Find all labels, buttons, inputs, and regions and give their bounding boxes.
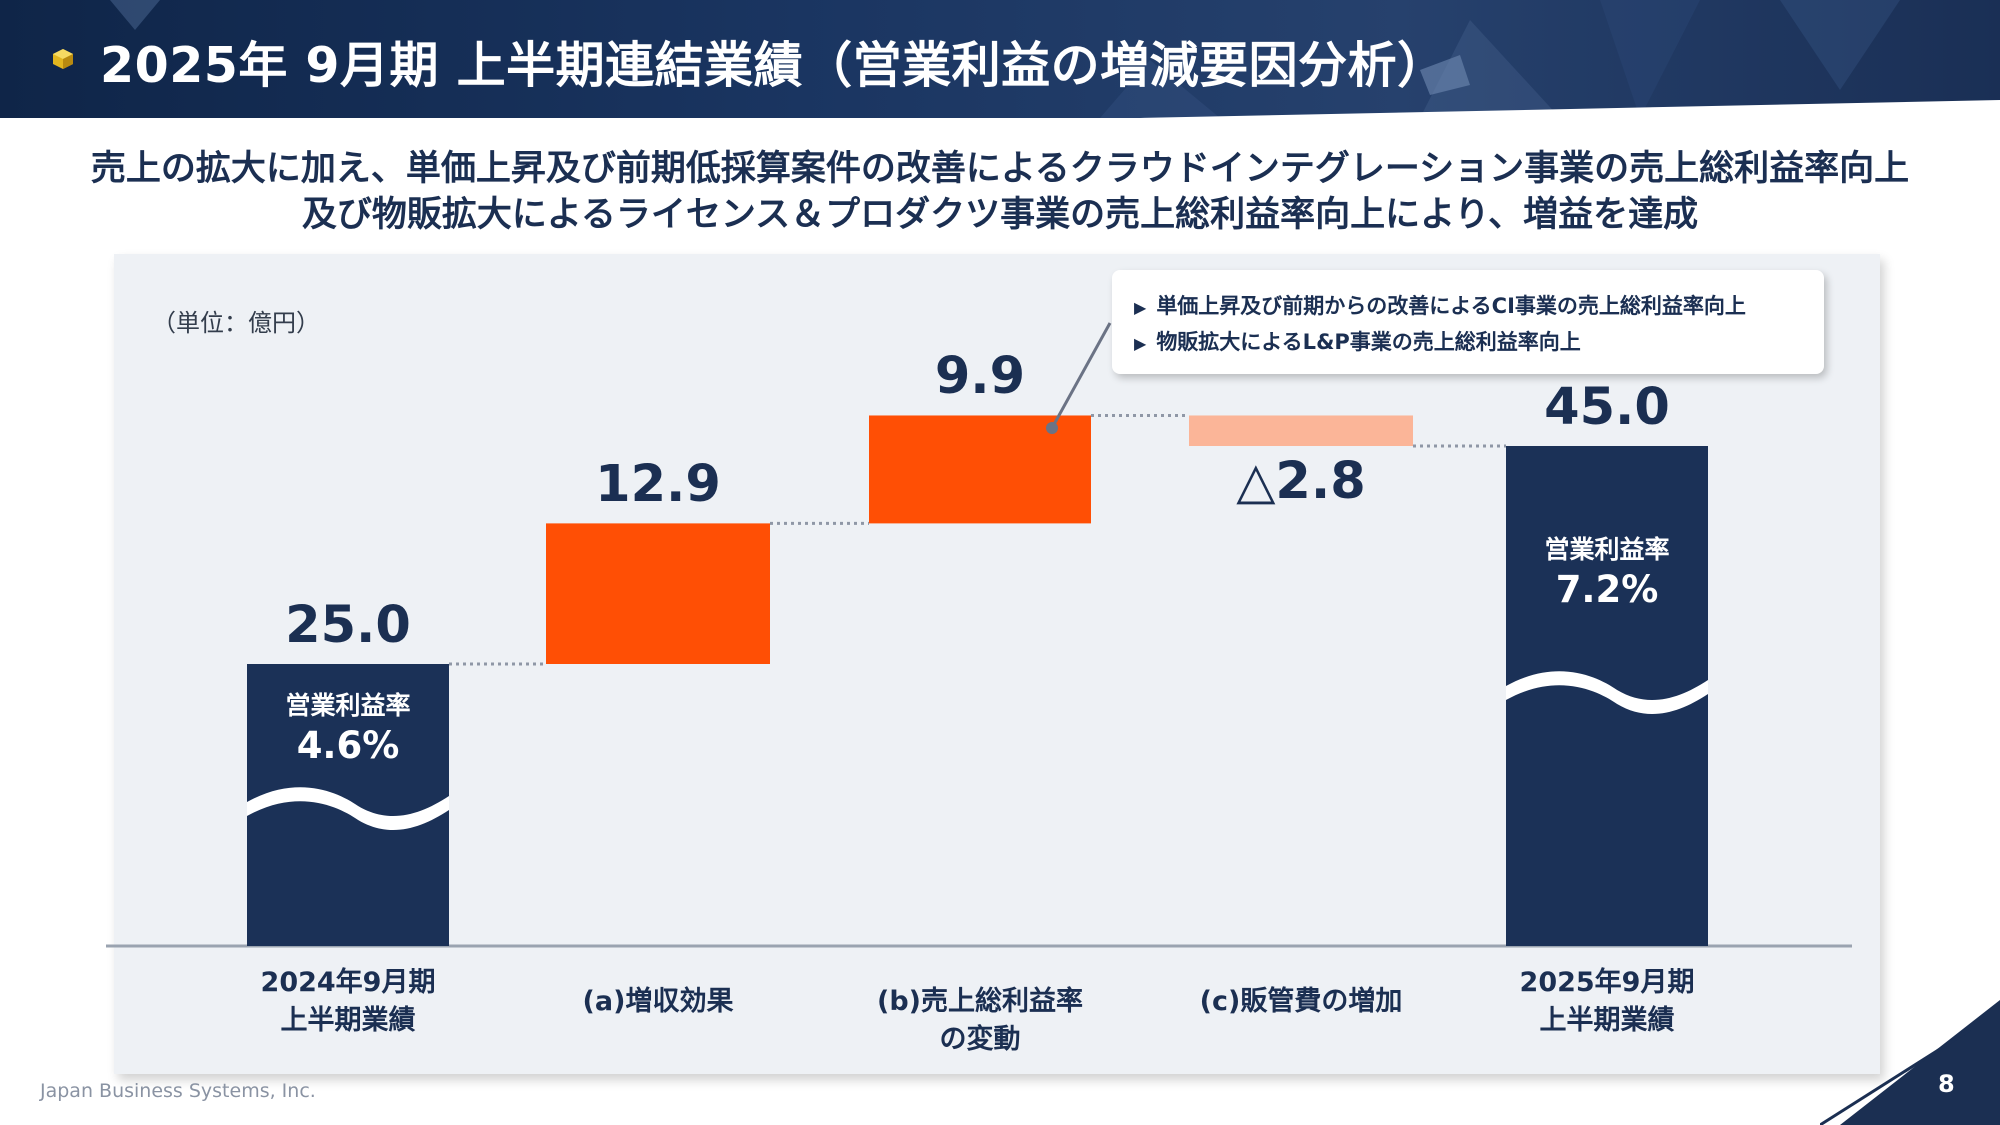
- callout-item: ▶ 単価上昇及び前期からの改善によるCI事業の売上総利益率向上: [1134, 294, 1746, 318]
- data-label-a: 12.9: [595, 455, 721, 515]
- bar-increase-b: [869, 415, 1091, 524]
- callout-box: ▶ 単価上昇及び前期からの改善によるCI事業の売上総利益率向上 ▶ 物販拡大によるL…: [1112, 270, 1824, 374]
- company-name: Japan Business Systems, Inc.: [40, 1080, 316, 1102]
- callout-bullet-icon: ▶: [1134, 298, 1147, 317]
- start-margin-value: 4.6%: [296, 724, 400, 767]
- header-band: 2025年 9月期 上半期連結業績（営業利益の増減要因分析）: [0, 0, 2000, 118]
- callout-bullet-icon: ▶: [1134, 334, 1147, 353]
- data-label-c: △2.8: [1236, 452, 1366, 511]
- headline: 売上の拡大に加え、単価上昇及び前期低採算案件の改善によるクラウドインテグレーショ…: [0, 146, 2000, 238]
- end-margin-caption: 営業利益率: [1544, 535, 1670, 564]
- callout-leader-line: [1050, 322, 1112, 429]
- callout-leader-dot: [1046, 422, 1058, 434]
- axis-break-wave: [1506, 671, 1708, 715]
- x-tick-label-a: (a)増収効果: [582, 986, 734, 1017]
- data-label-start: 25.0: [285, 596, 411, 655]
- axis-break-wave: [247, 787, 449, 831]
- page-title: 2025年 9月期 上半期連結業績（営業利益の増減要因分析）: [100, 37, 1447, 94]
- corner-decoration: [1820, 1000, 2000, 1125]
- page-number: 8: [1938, 1070, 1955, 1098]
- header-decoration: [110, 0, 2000, 118]
- headline-line-2: 及び物販拡大によるライセンス＆プロダクツ事業の売上総利益率向上により、増益を達成: [301, 195, 1699, 235]
- end-margin-value: 7.2%: [1555, 568, 1659, 611]
- bar-decrease-c: [1189, 415, 1413, 446]
- callout-item: ▶ 物販拡大によるL&P事業の売上総利益率向上: [1134, 330, 1581, 354]
- start-margin-text: 営業利益率 4.6%: [248, 686, 448, 767]
- x-tick-label-c: (c)販管費の増加: [1199, 986, 1403, 1017]
- bar-increase-a: [546, 523, 770, 664]
- end-margin-text: 営業利益率 7.2%: [1507, 530, 1707, 611]
- cube-bullet-icon: [53, 49, 73, 69]
- start-margin-caption: 営業利益率: [285, 691, 411, 720]
- data-label-b: 9.9: [934, 347, 1026, 407]
- data-label-end: 45.0: [1544, 378, 1670, 437]
- x-tick-label-end: 2025年9月期 上半期業績: [1519, 967, 1695, 1036]
- headline-line-1: 売上の拡大に加え、単価上昇及び前期低採算案件の改善によるクラウドインテグレーショ…: [90, 149, 1910, 189]
- x-tick-label-b: (b)売上総利益率 の変動: [876, 986, 1083, 1055]
- unit-label: （単位：億円）: [152, 309, 320, 337]
- x-tick-label-start: 2024年9月期 上半期業績: [260, 967, 436, 1036]
